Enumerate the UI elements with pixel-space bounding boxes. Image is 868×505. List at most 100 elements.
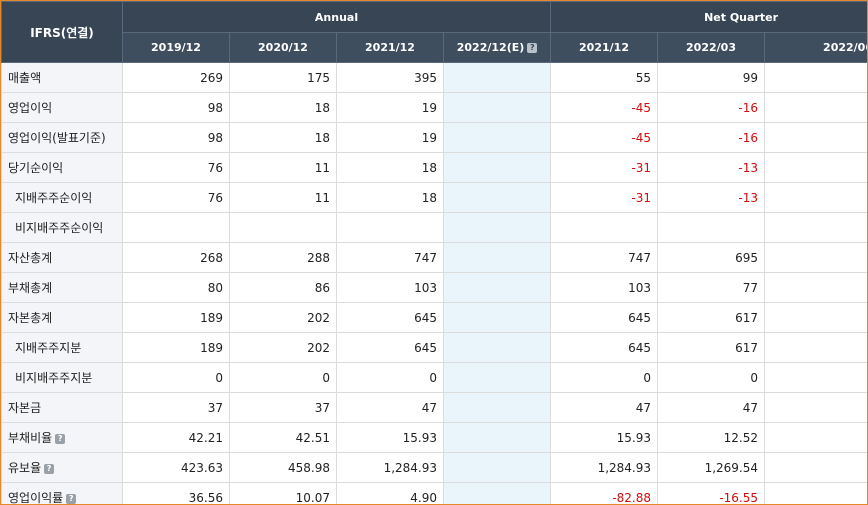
period-label: 2022/12(E)	[456, 41, 525, 54]
value-cell: 0	[657, 362, 766, 393]
value-cell: 76	[122, 152, 230, 183]
value-cell: 19	[336, 92, 444, 123]
question-icon[interactable]: ?	[527, 43, 538, 53]
value-cell	[442, 302, 552, 333]
value-cell: 1,284.93	[336, 452, 444, 483]
value-cell: -16	[657, 92, 766, 123]
period-header-3[interactable]: 2022/12(E)?	[442, 32, 552, 63]
value-cell: -37	[764, 92, 867, 123]
value-cell: 18	[229, 122, 337, 153]
value-cell: 55	[550, 62, 659, 93]
value-cell: -45	[550, 122, 659, 153]
value-cell: 458.98	[229, 452, 337, 483]
value-cell	[442, 452, 552, 483]
value-cell: 0	[122, 362, 230, 393]
value-cell: 11	[229, 152, 337, 183]
table-row: 부채총계80861031037778	[1, 272, 867, 303]
value-cell: 80	[122, 272, 230, 303]
annual-group-header: Annual	[121, 1, 552, 33]
row-label-cell: 자본총계	[1, 302, 123, 333]
row-label: 자산총계	[8, 251, 53, 265]
value-cell: 18	[336, 152, 444, 183]
value-cell: 747	[336, 242, 444, 273]
table-row: 자본금373747474747	[1, 392, 867, 423]
value-cell: -16.55	[657, 482, 766, 504]
value-cell: 98	[122, 92, 230, 123]
value-cell: 19	[336, 122, 444, 153]
value-cell: 590	[764, 332, 867, 363]
table-row: 비지배주주지분000000	[1, 362, 867, 393]
period-label: 2021/12	[365, 41, 415, 54]
row-label-cell: 자본금	[1, 392, 123, 423]
value-cell	[764, 212, 867, 243]
value-cell: 11	[229, 182, 337, 213]
value-cell	[442, 242, 552, 273]
value-cell: 47	[764, 392, 867, 423]
value-cell	[442, 332, 552, 363]
value-cell: 12.52	[657, 422, 766, 453]
value-cell	[442, 392, 552, 423]
value-cell: 77	[657, 272, 766, 303]
row-label-cell: 비지배주주순이익	[1, 212, 123, 243]
value-cell	[122, 212, 230, 243]
row-label-cell: 부채총계	[1, 272, 123, 303]
period-header-0: 2019/12	[122, 32, 230, 63]
value-cell: 15.93	[550, 422, 659, 453]
value-cell: -67.60	[764, 482, 867, 504]
value-cell: 1,269.54	[657, 452, 766, 483]
value-cell: 747	[550, 242, 659, 273]
value-cell	[442, 272, 552, 303]
row-label-cell: 지배주주지분	[1, 332, 123, 363]
value-cell: 202	[229, 332, 337, 363]
period-label: 2021/12	[579, 41, 629, 54]
value-cell: 103	[550, 272, 659, 303]
value-cell: 0	[229, 362, 337, 393]
question-icon[interactable]: ?	[55, 434, 66, 444]
corner-header: IFRS(연결)	[1, 1, 123, 63]
period-header-1: 2020/12	[229, 32, 337, 63]
value-cell	[442, 422, 552, 453]
value-cell: -37	[764, 122, 867, 153]
value-cell: -34	[764, 182, 867, 213]
period-label: 2022/03	[686, 41, 736, 54]
value-cell: -45	[550, 92, 659, 123]
row-label: 매출액	[8, 71, 42, 85]
period-header-2: 2021/12	[336, 32, 444, 63]
row-label: 영업이익	[8, 101, 53, 115]
value-cell: 36.56	[122, 482, 230, 504]
question-icon[interactable]: ?	[44, 464, 55, 474]
value-cell: 18	[336, 182, 444, 213]
value-cell	[442, 122, 552, 153]
value-cell: 99	[657, 62, 766, 93]
value-cell: 645	[550, 332, 659, 363]
row-label: 지배주주순이익	[15, 191, 93, 205]
value-cell	[336, 212, 444, 243]
question-icon[interactable]: ?	[66, 494, 77, 504]
period-header-4: 2021/12	[550, 32, 659, 63]
row-label-cell: 매출액	[1, 62, 123, 93]
value-cell: 4.90	[336, 482, 444, 504]
value-cell: 617	[657, 302, 766, 333]
row-label-cell: 지배주주순이익	[1, 182, 123, 213]
row-label: 영업이익률	[8, 491, 64, 505]
value-cell: -82.88	[550, 482, 659, 504]
period-header-6: 2022/06	[764, 32, 867, 63]
value-cell: 268	[122, 242, 230, 273]
value-cell: 13.25	[764, 422, 867, 453]
value-cell: 645	[336, 302, 444, 333]
period-label: 2020/12	[258, 41, 308, 54]
row-label-cell: 영업이익률?	[1, 482, 123, 505]
value-cell: 10.07	[229, 482, 337, 504]
row-label-cell: 부채비율?	[1, 422, 123, 453]
period-label: 2022/06	[823, 41, 867, 54]
value-cell	[442, 362, 552, 393]
value-cell: 47	[657, 392, 766, 423]
row-label: 부채비율	[8, 431, 53, 445]
row-label: 비지배주주지분	[15, 371, 93, 385]
